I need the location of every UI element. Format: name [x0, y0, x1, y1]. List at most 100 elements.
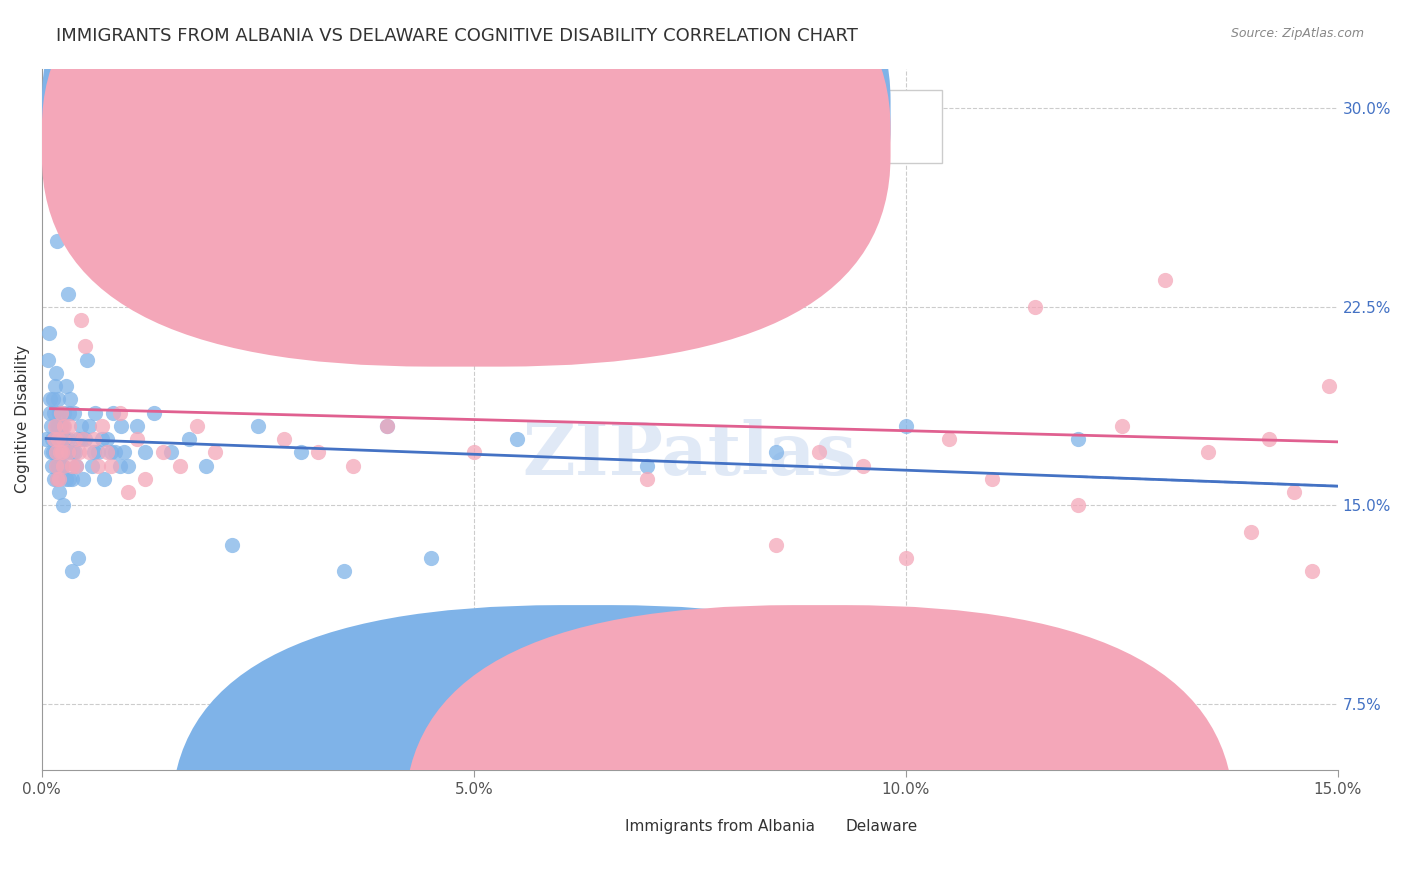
Point	[108, 458, 131, 473]
Point	[851, 458, 873, 473]
Point	[35, 432, 58, 446]
Point	[1317, 379, 1340, 393]
Point	[73, 339, 96, 353]
Point	[58, 418, 80, 433]
Point	[63, 432, 86, 446]
Point	[273, 432, 295, 446]
Point	[548, 286, 571, 301]
Point	[87, 445, 110, 459]
Point	[221, 538, 243, 552]
Point	[83, 432, 105, 446]
Point	[808, 445, 831, 459]
Point	[58, 445, 80, 459]
Point	[636, 458, 658, 473]
Point	[342, 458, 364, 473]
Point	[45, 458, 67, 473]
FancyBboxPatch shape	[405, 605, 1234, 892]
Point	[93, 472, 115, 486]
FancyBboxPatch shape	[425, 89, 942, 163]
Point	[290, 445, 312, 459]
Point	[51, 445, 73, 459]
Point	[55, 220, 77, 235]
Point	[42, 445, 65, 459]
Point	[56, 286, 79, 301]
Y-axis label: Cognitive Disability: Cognitive Disability	[15, 345, 30, 493]
Point	[51, 418, 73, 433]
Point	[1153, 273, 1175, 287]
Point	[39, 128, 62, 142]
Point	[307, 445, 329, 459]
Point	[46, 234, 69, 248]
Point	[1257, 432, 1279, 446]
Point	[60, 458, 83, 473]
Point	[42, 432, 65, 446]
Point	[765, 538, 787, 552]
Point	[246, 273, 269, 287]
Point	[52, 418, 75, 433]
Point	[91, 418, 114, 433]
Point	[1111, 418, 1133, 433]
Point	[45, 445, 67, 459]
Point	[463, 445, 485, 459]
Point	[46, 418, 69, 433]
Point	[419, 551, 441, 566]
Point	[84, 406, 107, 420]
Point	[72, 432, 94, 446]
Point	[134, 445, 156, 459]
Point	[91, 432, 114, 446]
Point	[1024, 300, 1046, 314]
Text: Delaware: Delaware	[845, 819, 918, 833]
FancyBboxPatch shape	[42, 0, 890, 339]
Point	[1301, 565, 1323, 579]
Point	[55, 379, 77, 393]
Point	[377, 418, 399, 433]
Point	[117, 485, 139, 500]
Point	[186, 418, 208, 433]
Point	[104, 445, 127, 459]
Point	[67, 551, 90, 566]
Point	[63, 445, 86, 459]
Point	[117, 458, 139, 473]
Point	[51, 432, 73, 446]
Point	[52, 432, 75, 446]
Point	[55, 472, 77, 486]
Point	[72, 472, 94, 486]
Point	[125, 432, 148, 446]
Text: IMMIGRANTS FROM ALBANIA VS DELAWARE COGNITIVE DISABILITY CORRELATION CHART: IMMIGRANTS FROM ALBANIA VS DELAWARE COGN…	[56, 27, 858, 45]
Point	[636, 472, 658, 486]
Point	[67, 445, 90, 459]
Point	[72, 432, 94, 446]
Point	[38, 326, 60, 341]
Point	[49, 445, 72, 459]
Point	[894, 551, 917, 566]
Point	[42, 392, 65, 407]
Point	[194, 458, 217, 473]
Point	[58, 472, 80, 486]
Point	[1240, 524, 1263, 539]
Point	[69, 418, 91, 433]
Point	[96, 445, 118, 459]
Point	[76, 352, 98, 367]
Point	[894, 418, 917, 433]
Point	[45, 458, 67, 473]
Point	[67, 432, 90, 446]
Point	[41, 458, 63, 473]
Point	[45, 366, 67, 380]
Point	[1067, 432, 1090, 446]
Point	[125, 418, 148, 433]
Point	[1067, 498, 1090, 512]
Point	[506, 432, 529, 446]
Point	[42, 472, 65, 486]
Point	[221, 220, 243, 235]
Point	[53, 418, 76, 433]
Point	[51, 445, 73, 459]
Point	[143, 406, 166, 420]
Point	[48, 445, 70, 459]
Point	[80, 458, 103, 473]
Point	[83, 445, 105, 459]
Point	[45, 418, 67, 433]
Text: ZIPatlas: ZIPatlas	[523, 419, 856, 490]
Point	[37, 352, 59, 367]
Point	[39, 418, 62, 433]
Point	[59, 392, 82, 407]
